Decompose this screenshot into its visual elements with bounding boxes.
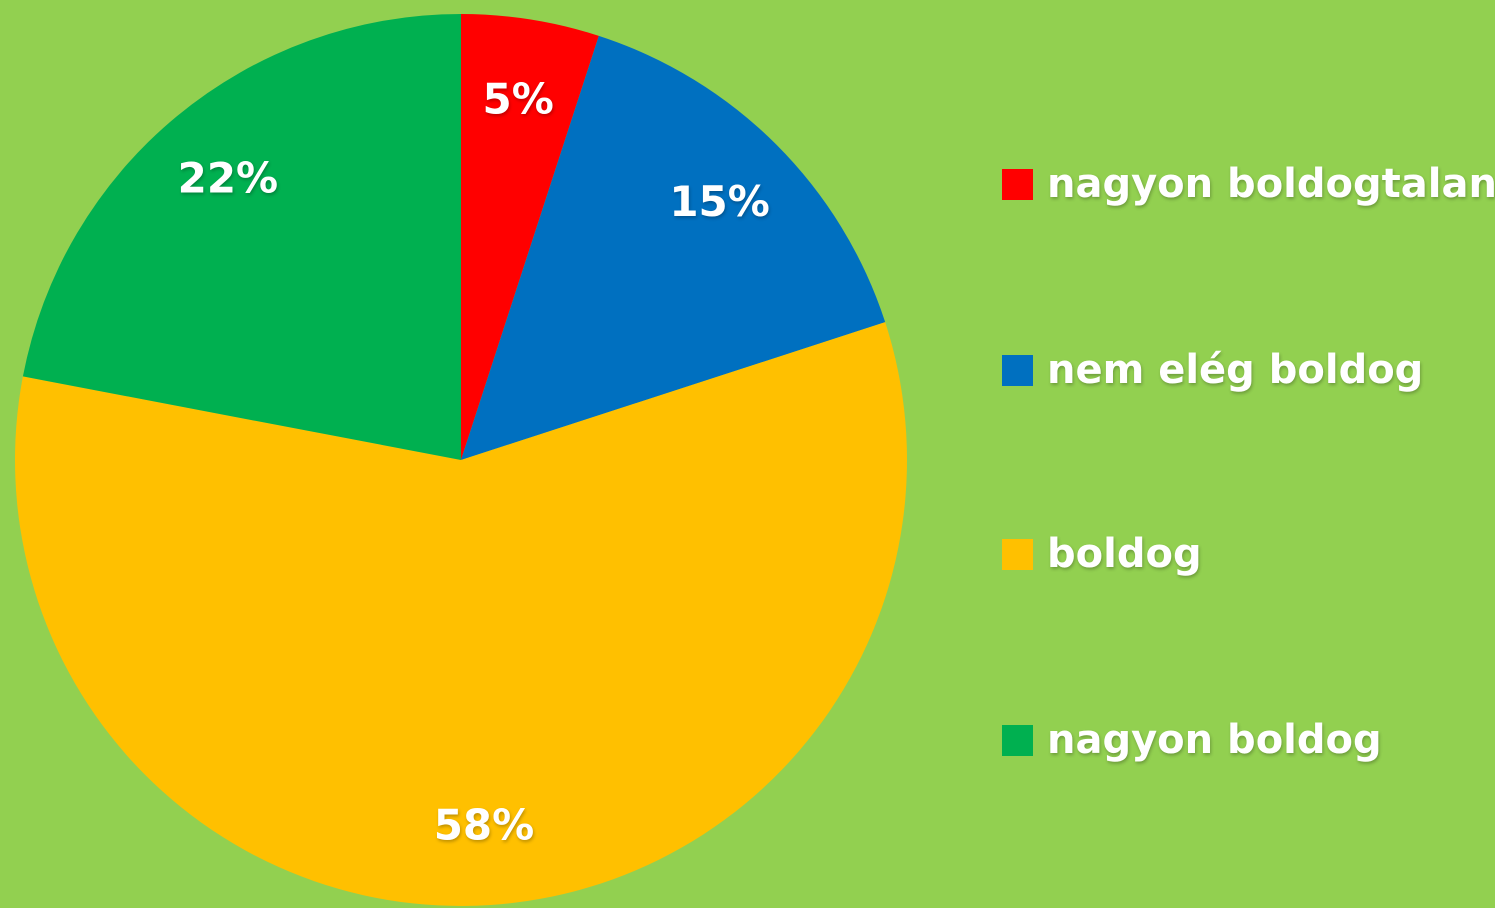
legend-item: nagyon boldog — [1002, 720, 1382, 760]
legend-label: boldog — [1047, 531, 1202, 577]
legend-item: boldog — [1002, 534, 1202, 574]
legend-label: nem elég boldog — [1047, 347, 1424, 393]
legend-swatch — [1002, 538, 1033, 570]
slice-value-label: 5% — [483, 74, 554, 123]
legend-swatch — [1002, 168, 1033, 200]
slice-value-label: 22% — [178, 154, 279, 203]
pie-chart: 5% 15% 58% 22% — [14, 14, 907, 906]
slice-boldog — [14, 322, 907, 906]
legend-swatch — [1002, 724, 1033, 756]
legend-item: nem elég boldog — [1002, 350, 1423, 390]
slice-nem-eleg-boldog — [461, 35, 886, 460]
legend-item: nagyon boldogtalan — [1002, 164, 1495, 204]
slice-value-label: 58% — [434, 800, 535, 849]
slice-value-label: 15% — [669, 177, 770, 226]
slice-nagyon-boldog — [22, 14, 461, 460]
legend-swatch — [1002, 354, 1033, 386]
legend-label: nagyon boldog — [1047, 717, 1382, 763]
slice-nagyon-boldogtalan — [461, 14, 599, 460]
legend-label: nagyon boldogtalan — [1047, 161, 1495, 207]
